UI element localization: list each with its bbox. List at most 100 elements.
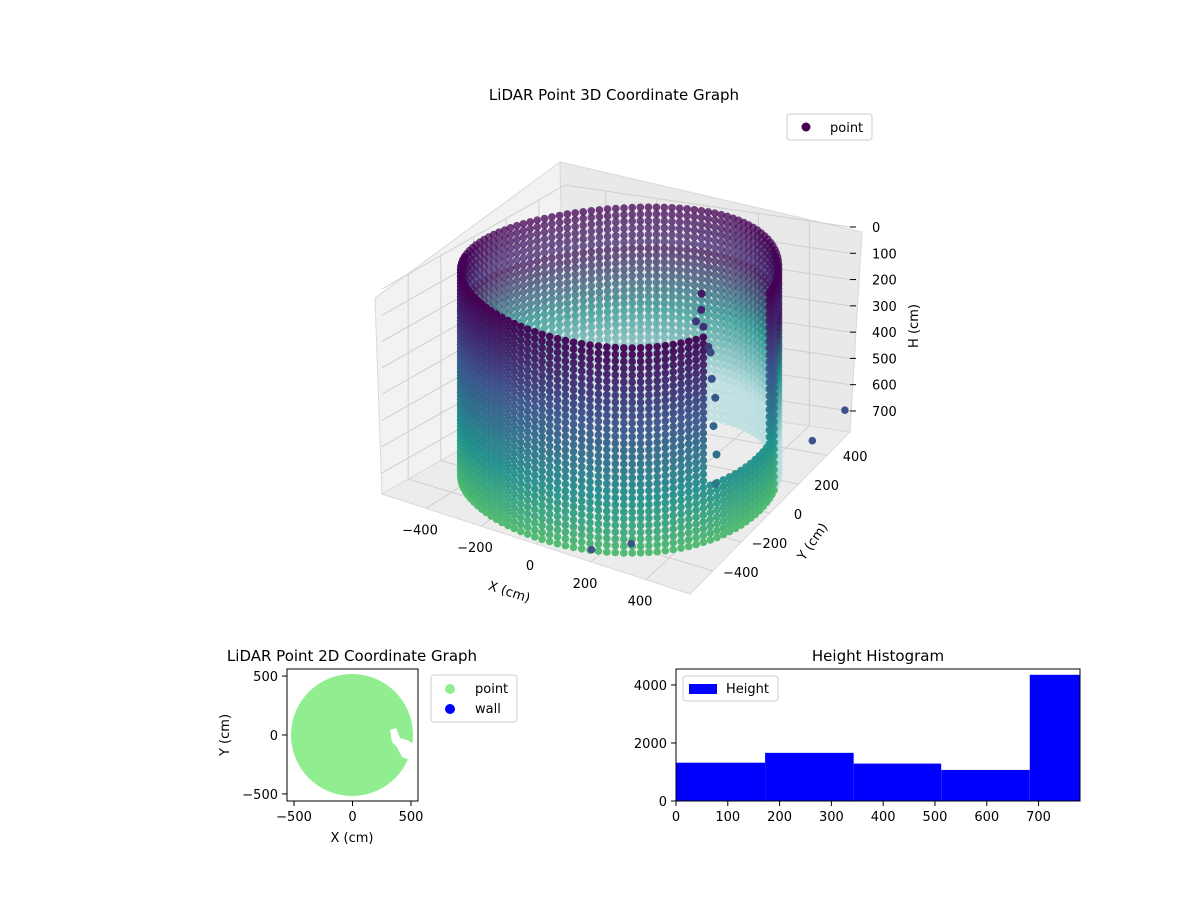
wall-point: [645, 487, 653, 495]
wall-point: [595, 233, 604, 241]
wall-point: [586, 539, 594, 548]
wall-point: [553, 355, 562, 364]
wall-point: [594, 506, 603, 514]
wall-point: [498, 361, 506, 370]
wall-point: [645, 411, 653, 420]
wall-point: [669, 388, 677, 397]
wall-point: [519, 247, 528, 255]
wall-point: [611, 343, 620, 352]
wall-point: [571, 243, 579, 251]
wall-point: [644, 319, 653, 328]
wall-point: [510, 422, 518, 430]
wall-point: [713, 513, 721, 521]
wall-point: [594, 513, 603, 521]
wall-point: [620, 272, 628, 281]
wall-point: [513, 249, 521, 257]
wall-point: [603, 411, 611, 420]
wall-point: [569, 475, 578, 483]
wall-point: [586, 491, 594, 500]
wall-point: [538, 433, 546, 441]
wall-point: [677, 530, 685, 539]
wall-point: [577, 483, 586, 492]
wall-point: [498, 443, 506, 452]
wall-point: [675, 252, 684, 260]
wall-point: [579, 317, 587, 325]
wall-point: [538, 426, 546, 434]
wall-point: [500, 239, 509, 248]
interior-point: [711, 393, 720, 402]
wall-point: [675, 245, 684, 254]
wall-point: [669, 340, 677, 349]
wall-point: [561, 391, 570, 400]
wall-point: [561, 425, 570, 434]
wall-point: [717, 279, 725, 287]
wall-point: [595, 288, 604, 296]
wall-point: [506, 299, 515, 307]
wall-point: [555, 273, 564, 281]
wall-point: [677, 510, 685, 518]
wall-point: [636, 319, 645, 328]
histogram-bars: [676, 674, 1080, 801]
wall-point: [628, 412, 636, 421]
wall-point: [711, 332, 719, 341]
wall-point: [531, 492, 539, 500]
wall-point: [636, 278, 645, 287]
wall-point: [723, 260, 731, 269]
wall-point: [628, 453, 636, 462]
wall-point: [595, 315, 604, 324]
wall-point: [571, 256, 579, 265]
wall-point: [603, 301, 612, 309]
wall-point: [553, 451, 562, 459]
wall-point: [668, 210, 676, 219]
wall-point: [697, 295, 706, 304]
wall-point: [603, 479, 611, 488]
wall-point: [717, 388, 725, 397]
wall-point: [653, 506, 661, 515]
chart-histogram: Height Histogram 0 100 200 300 400 500 600 7000…: [634, 647, 1081, 825]
wall-point: [517, 329, 525, 338]
wall-point: [506, 224, 515, 232]
wall-point: [553, 430, 562, 439]
wall-point: [704, 276, 712, 285]
wall-point: [677, 380, 685, 388]
outlier-point: [808, 436, 817, 445]
wall-point: [526, 279, 534, 288]
wall-point: [563, 326, 572, 335]
wall-point: [571, 222, 579, 231]
wall-point: [500, 287, 509, 296]
wall-point: [717, 354, 725, 363]
wall-point: [704, 317, 712, 326]
wall-point: [668, 231, 676, 239]
wall-point: [668, 333, 676, 342]
wall-point: [498, 313, 506, 322]
wall-point: [628, 480, 636, 489]
wall-point: [661, 403, 670, 412]
wall-point: [636, 244, 645, 253]
wall-point: [653, 520, 661, 529]
wall-point: [653, 452, 661, 460]
wall-point: [699, 436, 708, 444]
wall-point: [540, 262, 549, 271]
wall-point: [636, 549, 645, 557]
wall-point: [603, 397, 611, 406]
wall-point: [553, 533, 562, 541]
wall-point: [571, 277, 579, 286]
wall-point: [628, 460, 636, 468]
wall-point: [620, 258, 628, 267]
wall-point: [620, 453, 628, 462]
wall-point: [723, 328, 731, 337]
wall-point: [699, 449, 708, 458]
wall-point: [523, 339, 532, 347]
z-tick-label: 100: [872, 247, 897, 262]
wall-point: [517, 472, 525, 481]
wall-point: [540, 228, 549, 236]
wall-point: [603, 370, 611, 379]
wall-point: [669, 354, 677, 363]
wall-point: [571, 297, 579, 306]
wall-point: [652, 292, 661, 300]
wall-point: [555, 218, 564, 227]
wall-point: [652, 319, 661, 328]
wall-point: [699, 490, 708, 499]
wall-point: [513, 269, 521, 278]
wall-point: [717, 258, 725, 267]
